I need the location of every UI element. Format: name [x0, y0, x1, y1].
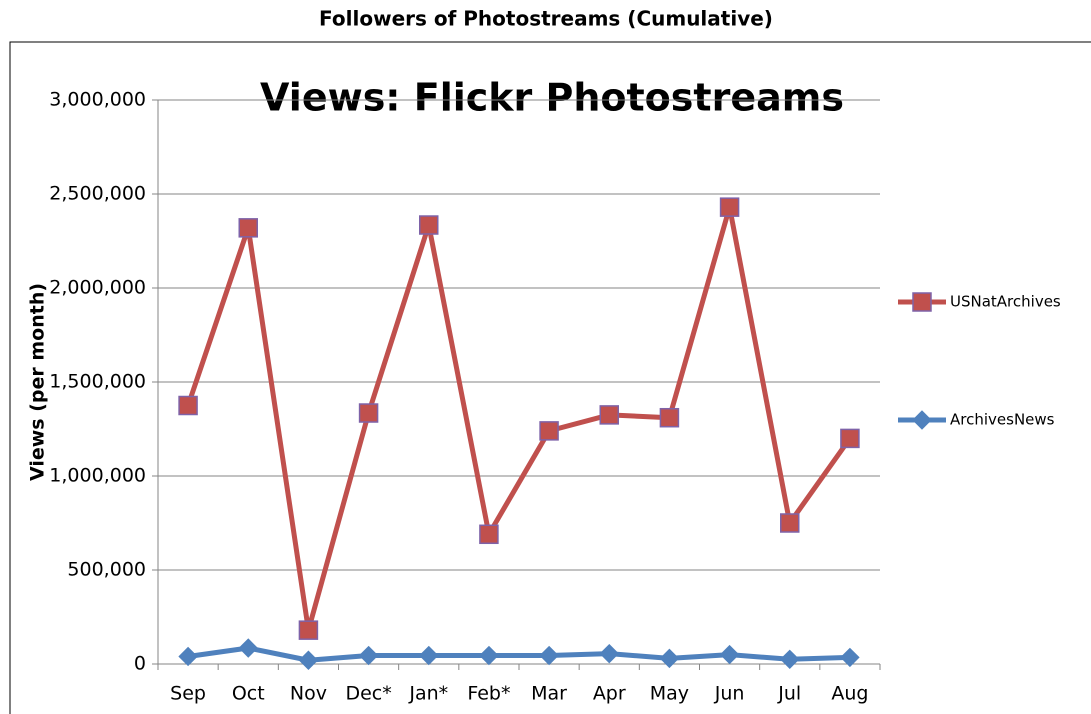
marker [298, 650, 319, 670]
chart-title: Views: Flickr Photostreams [260, 76, 844, 120]
y-tick-label: 2,000,000 [49, 277, 146, 299]
marker [780, 513, 800, 533]
marker [780, 649, 800, 670]
marker [840, 647, 860, 668]
marker [238, 218, 258, 238]
marker [419, 645, 439, 666]
marker [599, 405, 619, 425]
x-tick-label: Feb* [467, 683, 510, 705]
marker [238, 638, 258, 658]
y-tick-label: 2,500,000 [49, 183, 146, 205]
marker [719, 644, 740, 665]
legend-label: USNatArchives [950, 293, 1061, 311]
x-tick-label: Sep [170, 683, 206, 705]
marker [659, 407, 680, 428]
marker [659, 648, 680, 669]
marker [178, 646, 198, 667]
series-line [187, 645, 850, 663]
marker [419, 215, 439, 235]
x-tick-label: Apr [593, 683, 626, 705]
x-tick-label: Mar [531, 683, 567, 705]
series-line [185, 204, 852, 633]
y-tick-label: 0 [134, 653, 146, 675]
y-tick-label: 1,500,000 [49, 371, 146, 393]
marker [358, 403, 379, 423]
chart-frame [9, 41, 1091, 714]
y-tick-label: 1,000,000 [49, 465, 146, 487]
marker [178, 395, 198, 416]
marker [912, 292, 932, 312]
x-tick-label: Jul [777, 683, 801, 705]
marker [479, 645, 499, 666]
y-axis-label: Views (per month) [27, 283, 49, 481]
marker [719, 197, 740, 217]
x-tick-label: Dec* [345, 683, 391, 705]
marker [358, 645, 379, 666]
marker [539, 421, 559, 441]
marker [539, 645, 559, 666]
x-tick-label: Aug [831, 683, 868, 705]
x-tick-label: Jun [714, 683, 745, 705]
marker [298, 620, 319, 640]
legend-label: ArchivesNews [950, 411, 1055, 429]
y-tick-label: 3,000,000 [49, 89, 146, 111]
marker [912, 410, 932, 430]
heading: Followers of Photostreams (Cumulative) [319, 7, 773, 31]
y-tick-label: 500,000 [67, 559, 146, 581]
x-tick-label: Nov [290, 683, 327, 705]
marker [840, 428, 860, 449]
x-tick-label: Jan* [408, 683, 448, 705]
x-tick-label: Oct [232, 683, 265, 705]
x-tick-label: May [650, 683, 689, 705]
marker [599, 643, 619, 664]
marker [479, 524, 499, 545]
